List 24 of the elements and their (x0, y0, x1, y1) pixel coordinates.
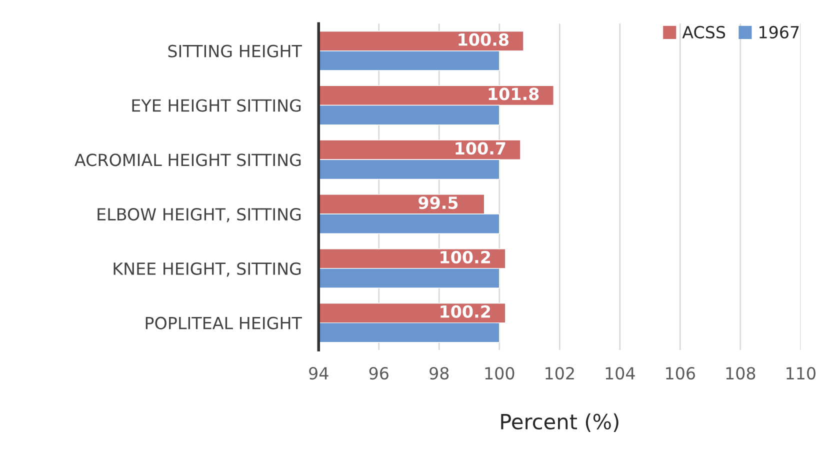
x-tick-label: 102 (546, 366, 574, 380)
x-tick-label: 110 (786, 366, 816, 380)
y-tick-label: POPLITEAL HEIGHT (146, 316, 302, 330)
x-axis-title: Percent (%) (501, 413, 618, 432)
x-tick-label: 100 (485, 366, 514, 380)
x-tick-label: 98 (430, 366, 449, 380)
x-tick-label: 96 (369, 366, 388, 380)
x-tick-label: 104 (606, 366, 635, 380)
data-label: 99.5 (418, 196, 458, 210)
y-tick-label: SITTING HEIGHT (168, 44, 302, 58)
y-tick-label: KNEE HEIGHT, SITTING (114, 262, 301, 277)
y-tick-label: EYE HEIGHT SITTING (132, 99, 301, 112)
data-label: 100.7 (456, 142, 506, 155)
x-tick-label: 106 (666, 366, 696, 380)
legend-label: 1967 (760, 26, 799, 38)
x-tick-label: 94 (309, 366, 328, 380)
y-tick-label: ACROMIAL HEIGHT SITTING (74, 154, 301, 166)
x-tick-label: 108 (726, 366, 756, 380)
data-label: 100.8 (458, 33, 509, 46)
data-label: 101.8 (488, 88, 539, 100)
data-label: 100.2 (440, 250, 490, 264)
data-label: 100.2 (440, 305, 490, 318)
legend-label: ACSS (682, 26, 726, 38)
y-tick-label: ELBOW HEIGHT, SITTING (98, 208, 301, 222)
